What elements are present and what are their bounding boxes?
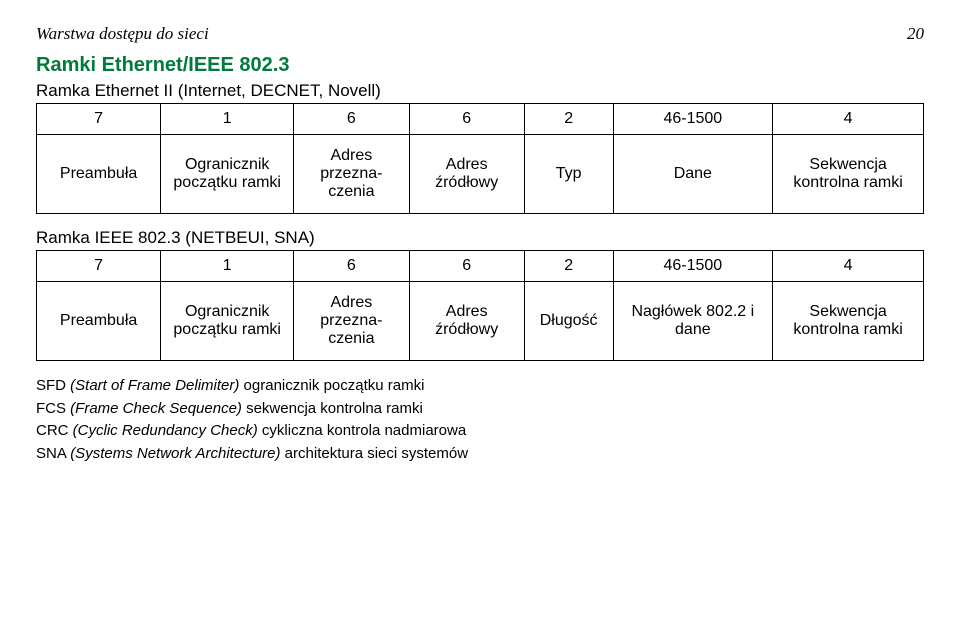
table-cell: 1 [161,104,294,135]
table-cell: Sekwencja kontrolna ramki [773,282,924,361]
footnote-abbr: SNA [36,445,66,462]
footnote-abbr: CRC [36,422,69,439]
table-cell: Adres źródłowy [409,135,524,214]
table-cell: Ogranicznik początku ramki [161,282,294,361]
header-title: Warstwa dostępu do sieci [36,24,209,44]
footnote-desc: sekwencja kontrolna ramki [242,400,423,417]
table-cell: Ogranicznik początku ramki [161,135,294,214]
table-cell: Preambuła [37,135,161,214]
table-cell: 6 [409,251,524,282]
footnote-line: SFD (Start of Frame Delimiter) ograniczn… [36,375,924,398]
footnote-expansion: (Start of Frame Delimiter) [70,377,239,394]
table-cell: Dane [613,135,773,214]
footnote-desc: architektura sieci systemów [281,445,469,462]
table-cell: 4 [773,104,924,135]
table-cell: Nagłówek 802.2 i dane [613,282,773,361]
table-cell: Sekwencja kontrolna ramki [773,135,924,214]
table-cell: 7 [37,104,161,135]
table-row: 7 1 6 6 2 46-1500 4 [37,104,924,135]
table-cell: Preambuła [37,282,161,361]
footnote-desc: cykliczna kontrola nadmiarowa [258,422,466,439]
table-cell: 6 [294,104,409,135]
footnote-expansion: (Systems Network Architecture) [70,445,280,462]
table-cell: 6 [409,104,524,135]
page-header: Warstwa dostępu do sieci 20 [36,24,924,44]
footnote-expansion: (Frame Check Sequence) [70,400,242,417]
table-row: Preambuła Ogranicznik początku ramki Adr… [37,135,924,214]
table1-subtitle: Ramka Ethernet II (Internet, DECNET, Nov… [36,81,924,101]
footnote-abbr: FCS [36,400,66,417]
section-title: Ramki Ethernet/IEEE 802.3 [36,54,924,77]
table-cell: Adres przezna­czenia [294,135,409,214]
table-cell: Typ [524,135,613,214]
table-cell: 46-1500 [613,251,773,282]
table-row: Preambuła Ogranicznik początku ramki Adr… [37,282,924,361]
table-cell: 1 [161,251,294,282]
table-row: 7 1 6 6 2 46-1500 4 [37,251,924,282]
table-cell: Adres przezna­czenia [294,282,409,361]
table-cell: 4 [773,251,924,282]
header-page-number: 20 [907,24,924,44]
footnote-line: FCS (Frame Check Sequence) sekwencja kon… [36,398,924,421]
table-cell: Długość [524,282,613,361]
footnote-line: CRC (Cyclic Redundancy Check) cykliczna … [36,420,924,443]
table-cell: 2 [524,104,613,135]
table-cell: 6 [294,251,409,282]
footnotes: SFD (Start of Frame Delimiter) ograniczn… [36,375,924,465]
ethernet-ii-table: 7 1 6 6 2 46-1500 4 Preambuła Ograniczni… [36,103,924,214]
footnote-abbr: SFD [36,377,66,394]
table2-subtitle: Ramka IEEE 802.3 (NETBEUI, SNA) [36,228,924,248]
table-cell: Adres źródłowy [409,282,524,361]
footnote-expansion: (Cyclic Redundancy Check) [73,422,258,439]
table-cell: 2 [524,251,613,282]
footnote-line: SNA (Systems Network Architecture) archi… [36,443,924,466]
footnote-desc: ogranicznik początku ramki [239,377,424,394]
ieee-8023-table: 7 1 6 6 2 46-1500 4 Preambuła Ograniczni… [36,250,924,361]
table-cell: 7 [37,251,161,282]
table-cell: 46-1500 [613,104,773,135]
